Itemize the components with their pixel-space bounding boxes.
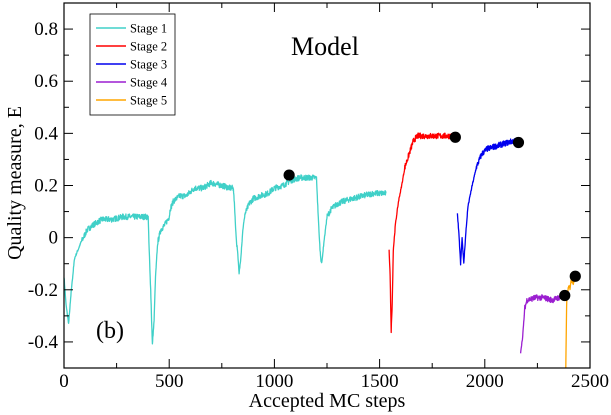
legend-label-stage-1: Stage 1 <box>130 22 167 36</box>
series-line-stage-5 <box>565 274 576 368</box>
x-axis-title: Accepted MC steps <box>249 390 406 412</box>
legend-label-stage-5: Stage 5 <box>130 94 167 108</box>
legend-items: Stage 1 Stage 2 Stage 3 Stage 4 Stage 5 <box>96 22 168 108</box>
x-tick-label: 2000 <box>466 371 504 392</box>
y-tick-label: -0.2 <box>28 280 58 301</box>
legend-label-stage-4: Stage 4 <box>130 76 168 90</box>
marker-point-2 <box>449 131 461 143</box>
y-tick-label: 0.2 <box>34 176 58 197</box>
y-tick-label: -0.4 <box>28 332 59 353</box>
chart-title: Model <box>291 32 359 61</box>
marker-point-5 <box>569 270 581 282</box>
marker-layer <box>283 131 581 302</box>
marker-point-4 <box>559 289 571 302</box>
y-axis-title: Quality measure, E <box>4 106 26 260</box>
series-layer <box>63 132 576 368</box>
x-tick-label: 0 <box>59 371 69 392</box>
x-tick-label: 2500 <box>571 371 609 392</box>
y-tick-label: 0.6 <box>34 71 58 92</box>
series-line-stage-4 <box>519 294 565 354</box>
series-line-stage-2 <box>388 132 456 334</box>
marker-point-3 <box>512 136 525 149</box>
panel-label: (b) <box>96 318 124 344</box>
y-tick-label: 0.4 <box>34 123 58 144</box>
x-tick-label: 1500 <box>361 371 399 392</box>
legend-label-stage-2: Stage 2 <box>130 40 167 54</box>
y-tick-label: 0 <box>49 228 59 249</box>
legend: Stage 1 Stage 2 Stage 3 Stage 4 Stage 5 <box>89 13 176 116</box>
marker-point-1 <box>283 169 295 181</box>
y-tick-label: 0.8 <box>34 19 58 40</box>
legend-label-stage-3: Stage 3 <box>130 58 167 72</box>
series-line-stage-1 <box>63 174 387 345</box>
tick-layer: 0 500 1000 1500 2000 2500 -0.4 -0.2 0 0.2 0.4 0.6 0.… <box>28 3 609 392</box>
series-line-stage-3 <box>456 138 520 266</box>
x-tick-label: 1000 <box>255 371 293 392</box>
x-tick-label: 500 <box>155 371 184 392</box>
